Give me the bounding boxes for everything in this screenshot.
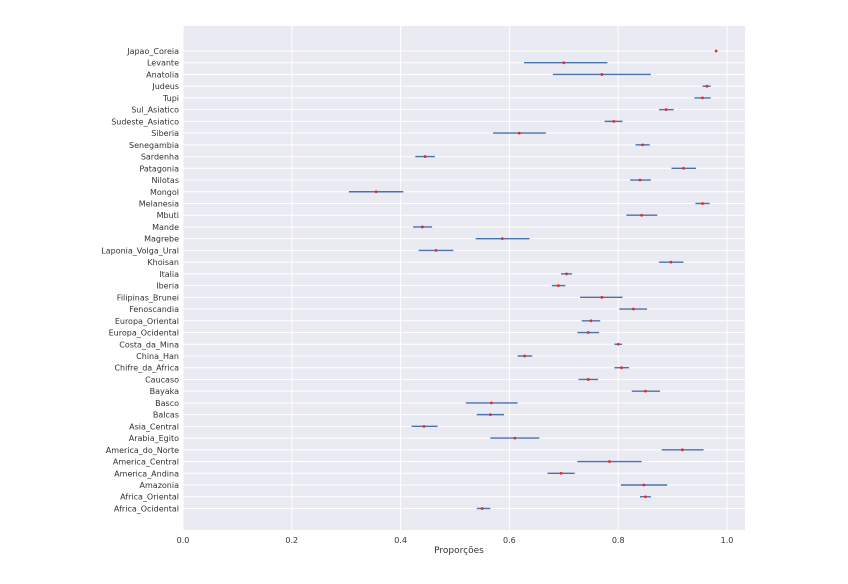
point-marker [680,448,684,452]
point-marker [562,61,566,65]
point-marker [490,401,493,405]
category-label: Europa_Ocidental [109,329,179,338]
x-tick-label: 0.4 [394,536,407,545]
category-label: Chifre_da_Africa [114,364,179,373]
x-tick-label: 1.0 [721,536,734,545]
category-label: Sardenha [141,153,179,162]
category-label: China_Han [136,352,179,361]
category-label: Laponia_Volga_Ural [101,246,179,255]
category-label: Senegambia [129,141,179,150]
y-tick-labels: Japao_Coreia Levante Anatolia Judeus Tupi Sul… [101,47,179,513]
category-label: Japao_Coreia [126,47,179,56]
category-label: Asia_Central [129,422,179,431]
point-marker [682,166,685,170]
category-label: Caucaso [145,375,179,384]
point-marker [632,307,635,311]
point-marker [644,495,647,499]
point-marker [701,202,704,205]
point-marker [480,507,484,510]
point-marker [644,389,647,393]
point-marker [616,342,620,346]
point-marker [422,424,426,428]
plot-area [183,26,745,530]
category-label: Bayaka [150,387,180,396]
point-marker [589,319,593,323]
category-label: Filipinas_Brunei [117,293,179,302]
category-label: Africa_Oriental [120,493,179,502]
category-label: Mande [152,223,179,232]
point-marker [374,190,378,194]
point-marker [612,119,616,123]
point-marker [500,237,504,241]
point-marker [556,284,560,287]
x-tick-label: 0.2 [285,536,298,545]
point-marker [600,295,604,299]
point-estimates [374,49,718,510]
point-marker [488,413,492,417]
category-label: America_Central [113,458,179,467]
category-label: Sul_Asiatico [131,106,179,115]
category-label: Europa_Oriental [115,317,179,326]
point-marker [559,471,563,475]
point-marker [565,272,568,276]
category-label: Arabia_Egito [129,434,179,443]
point-marker [640,213,643,217]
category-label: America_Andina [114,469,179,478]
point-marker [586,378,590,381]
category-label: America_do_Norte [106,446,179,455]
point-marker [586,331,590,334]
point-marker [664,108,668,112]
point-marker [513,436,517,440]
category-label: Khoisan [147,258,179,267]
point-marker [620,366,623,370]
point-marker [642,483,646,487]
point-marker [423,155,427,158]
grid-lines [182,26,745,530]
category-label: Anatolia [146,70,179,79]
category-label: Nilotas [151,176,179,185]
category-label: Costa_da_Mina [119,340,179,349]
category-label: Levante [147,59,179,68]
x-tick-label: 0.6 [503,536,516,545]
x-tick-label: 0.0 [177,536,190,545]
category-label: Melanesia [139,199,179,208]
point-marker [517,131,521,135]
category-label: Fenoscandia [129,305,179,314]
point-marker [600,73,604,76]
category-label: Magrebe [144,235,179,244]
point-marker [669,260,673,264]
point-marker [705,84,709,88]
point-marker [638,178,642,182]
category-label: Tupi [162,94,179,103]
category-label: Siberia [151,129,179,138]
x-tick-label: 0.8 [612,536,625,545]
category-label: Mbuti [157,211,179,220]
point-marker [434,249,438,252]
category-label: Amazonia [140,481,180,490]
category-label: Africa_Ocidental [114,504,179,513]
point-marker [608,460,611,463]
point-marker [701,96,704,100]
category-label: Sudeste_Asiatico [111,117,179,126]
point-marker [523,354,527,358]
category-label: Judeus [151,82,179,91]
point-marker [420,225,424,229]
x-axis-title: Proporções [434,546,484,556]
category-label: Balcas [153,411,179,420]
category-label: Iberia [156,282,179,291]
point-marker [714,49,718,53]
category-label: Patagonia [139,164,179,173]
category-label: Mongol [150,188,179,197]
x-tick-labels: 0.0 0.2 0.4 0.6 0.8 1.0 [177,536,734,545]
point-marker [641,143,645,147]
category-label: Italia [159,270,179,279]
category-label: Basco [155,399,179,408]
